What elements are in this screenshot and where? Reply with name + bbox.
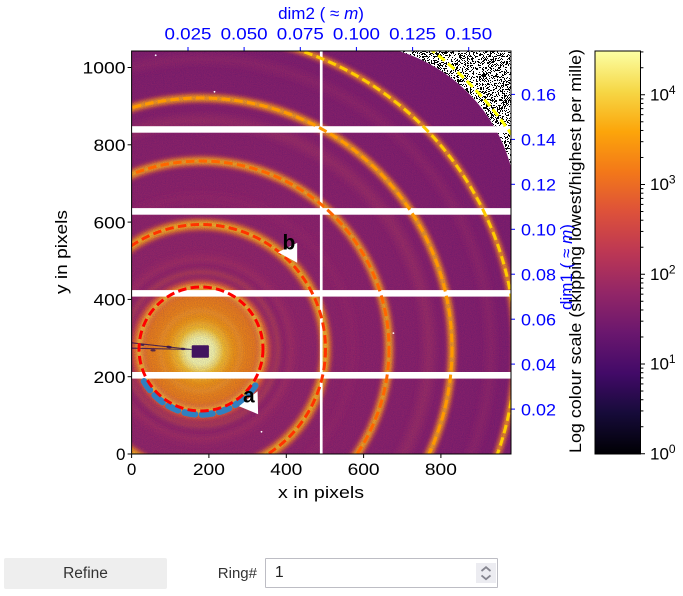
svg-text:101: 101: [650, 352, 676, 374]
svg-text:400: 400: [270, 460, 302, 479]
svg-text:0.08: 0.08: [521, 265, 556, 284]
svg-text:dim1 ( ≈ m): dim1 ( ≈ m): [557, 224, 576, 310]
svg-text:a: a: [243, 385, 255, 408]
svg-text:0.02: 0.02: [521, 400, 556, 419]
svg-text:0.150: 0.150: [445, 25, 492, 44]
svg-text:200: 200: [193, 460, 225, 479]
svg-text:0.04: 0.04: [521, 355, 556, 374]
svg-text:400: 400: [94, 291, 126, 310]
svg-text:104: 104: [650, 83, 676, 105]
svg-text:y in pixels: y in pixels: [52, 210, 71, 294]
svg-text:0.050: 0.050: [221, 25, 268, 44]
svg-text:0: 0: [116, 445, 125, 464]
svg-text:100: 100: [650, 442, 676, 464]
svg-text:Log colour scale (skipping low: Log colour scale (skipping lowest/highes…: [566, 49, 585, 453]
svg-text:0.100: 0.100: [333, 25, 380, 44]
svg-text:600: 600: [94, 213, 126, 232]
svg-text:dim2 ( ≈ m): dim2 ( ≈ m): [278, 4, 364, 23]
svg-text:0.125: 0.125: [389, 25, 436, 44]
svg-text:0.16: 0.16: [521, 86, 556, 105]
svg-text:x in pixels: x in pixels: [278, 483, 364, 502]
svg-text:800: 800: [425, 460, 457, 479]
svg-text:1000: 1000: [83, 59, 126, 78]
svg-text:0.075: 0.075: [277, 25, 324, 44]
svg-text:0.14: 0.14: [521, 131, 556, 150]
svg-text:102: 102: [650, 263, 676, 285]
svg-text:103: 103: [650, 173, 676, 195]
svg-text:600: 600: [348, 460, 380, 479]
svg-text:b: b: [283, 232, 296, 255]
svg-text:0.06: 0.06: [521, 310, 556, 329]
svg-text:800: 800: [94, 136, 126, 155]
svg-text:200: 200: [94, 368, 126, 387]
svg-text:0.10: 0.10: [521, 221, 556, 240]
svg-text:0.025: 0.025: [165, 25, 212, 44]
svg-text:0.12: 0.12: [521, 176, 556, 195]
svg-text:0: 0: [127, 460, 136, 479]
